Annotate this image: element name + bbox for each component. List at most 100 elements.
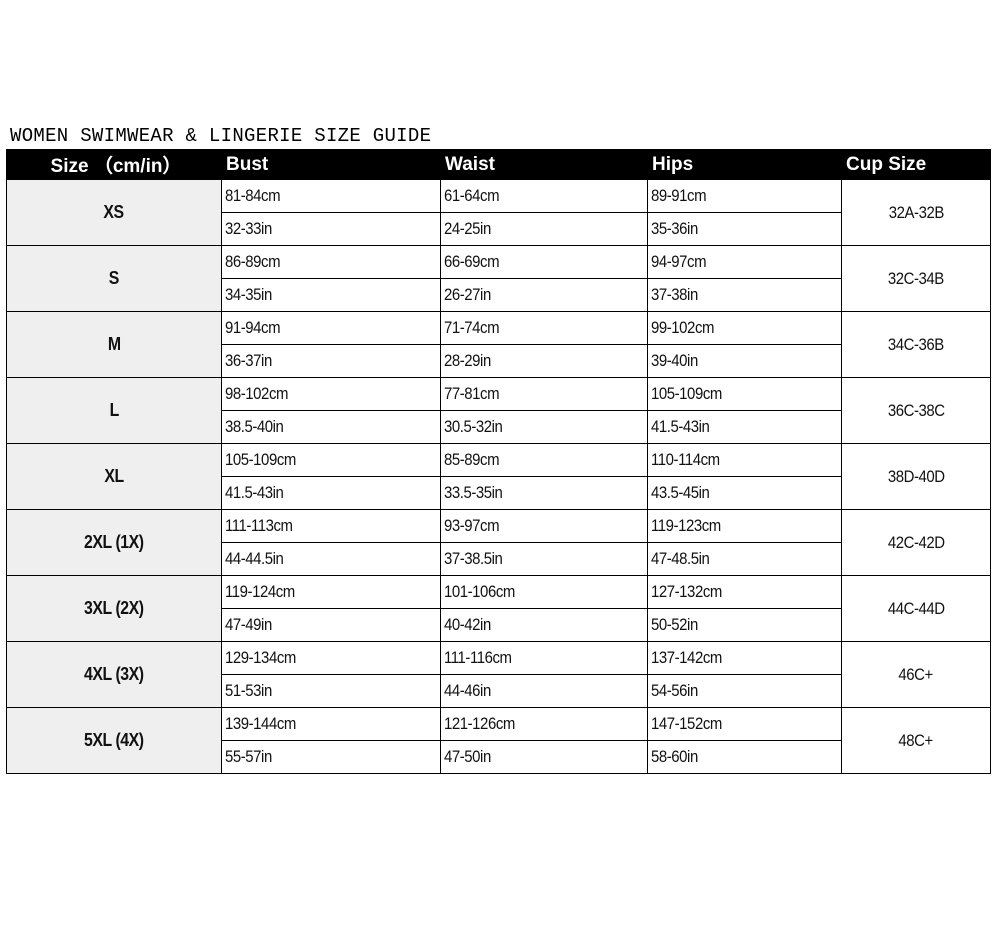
waist-cm-cell: 61-64cm [440, 179, 648, 213]
table-row-in: 51-53in 44-46in 54-56in [7, 674, 991, 708]
table-row-cm: S 86-89cm 66-69cm 94-97cm 32C-34B [6, 245, 991, 312]
size-cell-text: 2XL (1X) [84, 532, 144, 552]
size-cell: 5XL (4X) [6, 707, 222, 774]
waist-cm-cell: 66-69cm [440, 245, 648, 279]
waist-in-cell: 24-25in [440, 212, 648, 246]
waist-in-cell-text: 40-42in [444, 615, 491, 634]
waist-cm-cell: 85-89cm [440, 443, 648, 477]
bust-in-cell: 44-44.5in [221, 542, 441, 576]
hips-cm-cell: 119-123cm [647, 509, 842, 543]
waist-cm-cell-text: 111-116cm [444, 648, 512, 667]
hips-cm-cell-text: 89-91cm [651, 186, 707, 205]
bust-in-cell-text: 32-33in [225, 219, 272, 238]
hips-cm-cell: 137-142cm [647, 641, 842, 675]
cup-size-cell: 48C+ [841, 707, 991, 774]
hips-in-cell-text: 37-38in [651, 285, 698, 304]
size-cell: 4XL (3X) [6, 641, 222, 708]
cup-size-cell-text: 44C-44D [887, 598, 945, 618]
hips-in-cell: 58-60in [647, 740, 842, 774]
header-cup-size: Cup Size [841, 149, 991, 180]
bust-in-cell-text: 38.5-40in [225, 417, 284, 436]
waist-cm-cell: 101-106cm [440, 575, 648, 609]
page-title: WOMEN SWIMWEAR & LINGERIE SIZE GUIDE [10, 125, 432, 147]
waist-in-cell: 33.5-35in [440, 476, 648, 510]
header-hips: Hips [647, 149, 842, 180]
hips-in-cell: 41.5-43in [647, 410, 842, 444]
bust-cm-cell-text: 129-134cm [225, 648, 296, 667]
waist-cm-cell-text: 85-89cm [444, 450, 500, 469]
waist-cm-cell-text: 61-64cm [444, 186, 500, 205]
cup-size-cell-text: 32A-32B [888, 202, 944, 222]
size-guide-table: Size （cm/in） Bust Waist Hips Cup Size XS… [6, 149, 991, 774]
hips-in-cell-text: 35-36in [651, 219, 698, 238]
cup-size-cell: 44C-44D [841, 575, 991, 642]
waist-in-cell-text: 47-50in [444, 747, 491, 766]
size-cell-text: S [108, 268, 120, 288]
header-row: Size （cm/in） Bust Waist Hips Cup Size [6, 149, 991, 180]
cup-size-cell: 32C-34B [841, 245, 991, 312]
table-row-cm: 4XL (3X) 129-134cm 111-116cm 137-142cm 46C+ [6, 641, 991, 708]
bust-cm-cell-text: 105-109cm [225, 450, 296, 469]
bust-in-cell-text: 36-37in [225, 351, 272, 370]
size-cell-text: XL [104, 466, 124, 486]
waist-cm-cell-text: 121-126cm [444, 714, 515, 733]
hips-cm-cell-text: 147-152cm [651, 714, 722, 733]
bust-cm-cell: 139-144cm [221, 707, 441, 741]
waist-cm-cell: 71-74cm [440, 311, 648, 345]
hips-in-cell: 54-56in [647, 674, 842, 708]
waist-in-cell-text: 28-29in [444, 351, 491, 370]
bust-cm-cell-text: 98-102cm [225, 384, 289, 403]
bust-in-cell: 36-37in [221, 344, 441, 378]
table-row-cm: M 91-94cm 71-74cm 99-102cm 34C-36B [6, 311, 991, 378]
bust-in-cell: 34-35in [221, 278, 441, 312]
hips-in-cell-text: 43.5-45in [651, 483, 710, 502]
hips-in-cell-text: 54-56in [651, 681, 698, 700]
bust-cm-cell-text: 81-84cm [225, 186, 281, 205]
waist-in-cell-text: 33.5-35in [444, 483, 503, 502]
bust-cm-cell: 105-109cm [221, 443, 441, 477]
bust-in-cell: 32-33in [221, 212, 441, 246]
hips-cm-cell: 94-97cm [647, 245, 842, 279]
bust-in-cell: 55-57in [221, 740, 441, 774]
table-row-in: 34-35in 26-27in 37-38in [7, 278, 991, 312]
bust-in-cell: 47-49in [221, 608, 441, 642]
table-row-in: 32-33in 24-25in 35-36in [7, 212, 991, 246]
bust-cm-cell-text: 86-89cm [225, 252, 281, 271]
hips-in-cell-text: 41.5-43in [651, 417, 710, 436]
hips-cm-cell: 89-91cm [647, 179, 842, 213]
size-cell: M [6, 311, 222, 378]
table-row-cm: 5XL (4X) 139-144cm 121-126cm 147-152cm 48C+ [6, 707, 991, 774]
size-cell-text: 4XL (3X) [84, 664, 144, 684]
table-row-in: 44-44.5in 37-38.5in 47-48.5in [7, 542, 991, 576]
hips-cm-cell: 127-132cm [647, 575, 842, 609]
bust-in-cell: 51-53in [221, 674, 441, 708]
hips-cm-cell-text: 110-114cm [651, 450, 720, 469]
size-cell: L [6, 377, 222, 444]
hips-cm-cell-text: 94-97cm [651, 252, 707, 271]
waist-cm-cell: 111-116cm [440, 641, 648, 675]
bust-in-cell-text: 47-49in [225, 615, 272, 634]
cup-size-cell-text: 36C-38C [887, 400, 945, 420]
waist-in-cell: 37-38.5in [440, 542, 648, 576]
header-bust: Bust [221, 149, 441, 180]
waist-cm-cell-text: 93-97cm [444, 516, 500, 535]
hips-cm-cell-text: 119-123cm [651, 516, 721, 535]
hips-cm-cell: 110-114cm [647, 443, 842, 477]
waist-cm-cell: 93-97cm [440, 509, 648, 543]
size-cell: 3XL (2X) [6, 575, 222, 642]
waist-in-cell: 40-42in [440, 608, 648, 642]
cup-size-cell-text: 46C+ [898, 664, 934, 684]
waist-in-cell-text: 37-38.5in [444, 549, 503, 568]
bust-in-cell-text: 51-53in [225, 681, 272, 700]
waist-in-cell: 30.5-32in [440, 410, 648, 444]
hips-in-cell: 43.5-45in [647, 476, 842, 510]
hips-cm-cell-text: 99-102cm [651, 318, 715, 337]
hips-in-cell-text: 50-52in [651, 615, 698, 634]
waist-in-cell: 44-46in [440, 674, 648, 708]
cup-size-cell: 32A-32B [841, 179, 991, 246]
header-size: Size （cm/in） [6, 149, 222, 180]
table-row-cm: 2XL (1X) 111-113cm 93-97cm 119-123cm 42C-42D [6, 509, 991, 576]
waist-in-cell: 47-50in [440, 740, 648, 774]
table-row-cm: XL 105-109cm 85-89cm 110-114cm 38D-40D [6, 443, 991, 510]
table-row-in: 36-37in 28-29in 39-40in [7, 344, 991, 378]
